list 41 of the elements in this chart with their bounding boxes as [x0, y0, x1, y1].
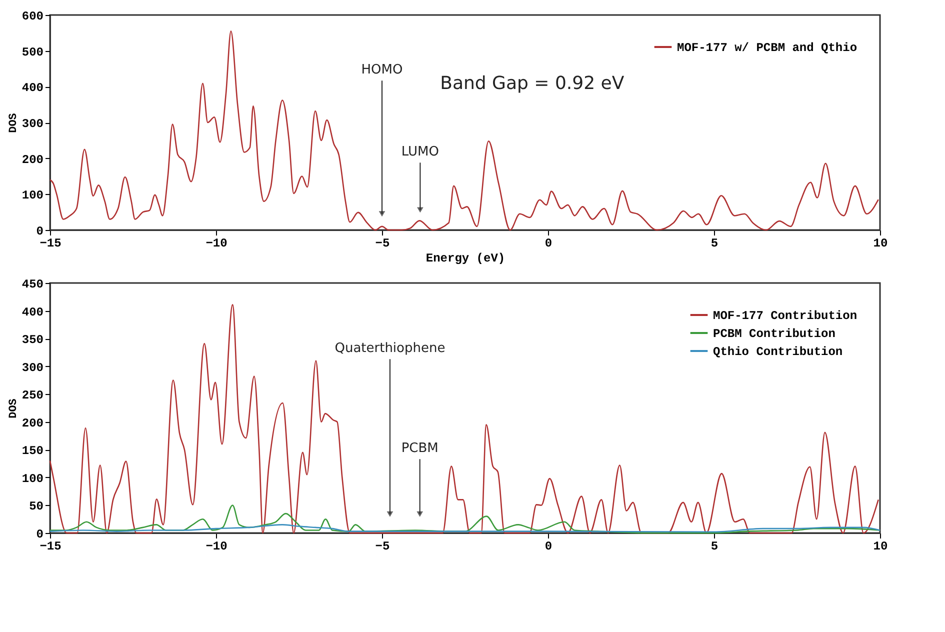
y-tick-label: 300	[22, 360, 44, 375]
x-tick-label: −15	[40, 236, 62, 250]
x-axis-title: Energy (eV)	[426, 252, 506, 266]
y-tick-label: 250	[22, 388, 44, 403]
y-tick-label: 450	[22, 278, 44, 292]
annotation: Quaterthiophene	[334, 341, 446, 356]
y-tick-label: 300	[22, 117, 44, 131]
x-tick-label: −10	[206, 540, 228, 554]
x-tick-label: 10	[873, 540, 888, 554]
x-tick-label: 0	[544, 236, 552, 250]
x-tick-label: 0	[544, 540, 552, 554]
y-axis-title: DOS	[8, 398, 20, 418]
x-tick-label: 5	[710, 236, 718, 250]
y-tick-label: 50	[29, 500, 44, 514]
x-tick-label: −5	[375, 236, 390, 250]
x-tick-label: 10	[873, 236, 888, 250]
y-tick-label: 150	[22, 444, 44, 458]
y-tick-label: 400	[22, 81, 44, 96]
x-tick-label: −5	[375, 540, 390, 554]
annotation: LUMO	[401, 144, 439, 160]
legend-label: MOF-177 Contribution	[713, 309, 858, 323]
annotation: HOMO	[361, 62, 403, 78]
x-tick-label: −15	[40, 540, 62, 554]
y-tick-label: 200	[22, 152, 44, 167]
y-tick-label: 500	[22, 45, 44, 60]
y-tick-label: 100	[22, 472, 44, 486]
y-axis-title: DOS	[8, 112, 20, 133]
y-tick-label: 350	[22, 333, 44, 348]
y-tick-label: 600	[22, 10, 44, 24]
annotation: PCBM	[401, 441, 438, 456]
y-tick-label: 0	[36, 528, 44, 542]
y-tick-label: 100	[22, 188, 44, 203]
x-tick-label: 5	[710, 540, 718, 554]
legend-label: Qthio Contribution	[713, 345, 843, 359]
y-tick-label: 200	[22, 416, 44, 430]
annotation: Band Gap = 0.92 eV	[440, 72, 625, 94]
legend-label: MOF-177 w/ PCBM and Qthio	[677, 41, 858, 55]
y-tick-label: 0	[36, 224, 44, 238]
x-tick-label: −10	[206, 236, 228, 250]
legend-label: PCBM Contribution	[713, 327, 836, 341]
y-tick-label: 400	[22, 305, 44, 320]
